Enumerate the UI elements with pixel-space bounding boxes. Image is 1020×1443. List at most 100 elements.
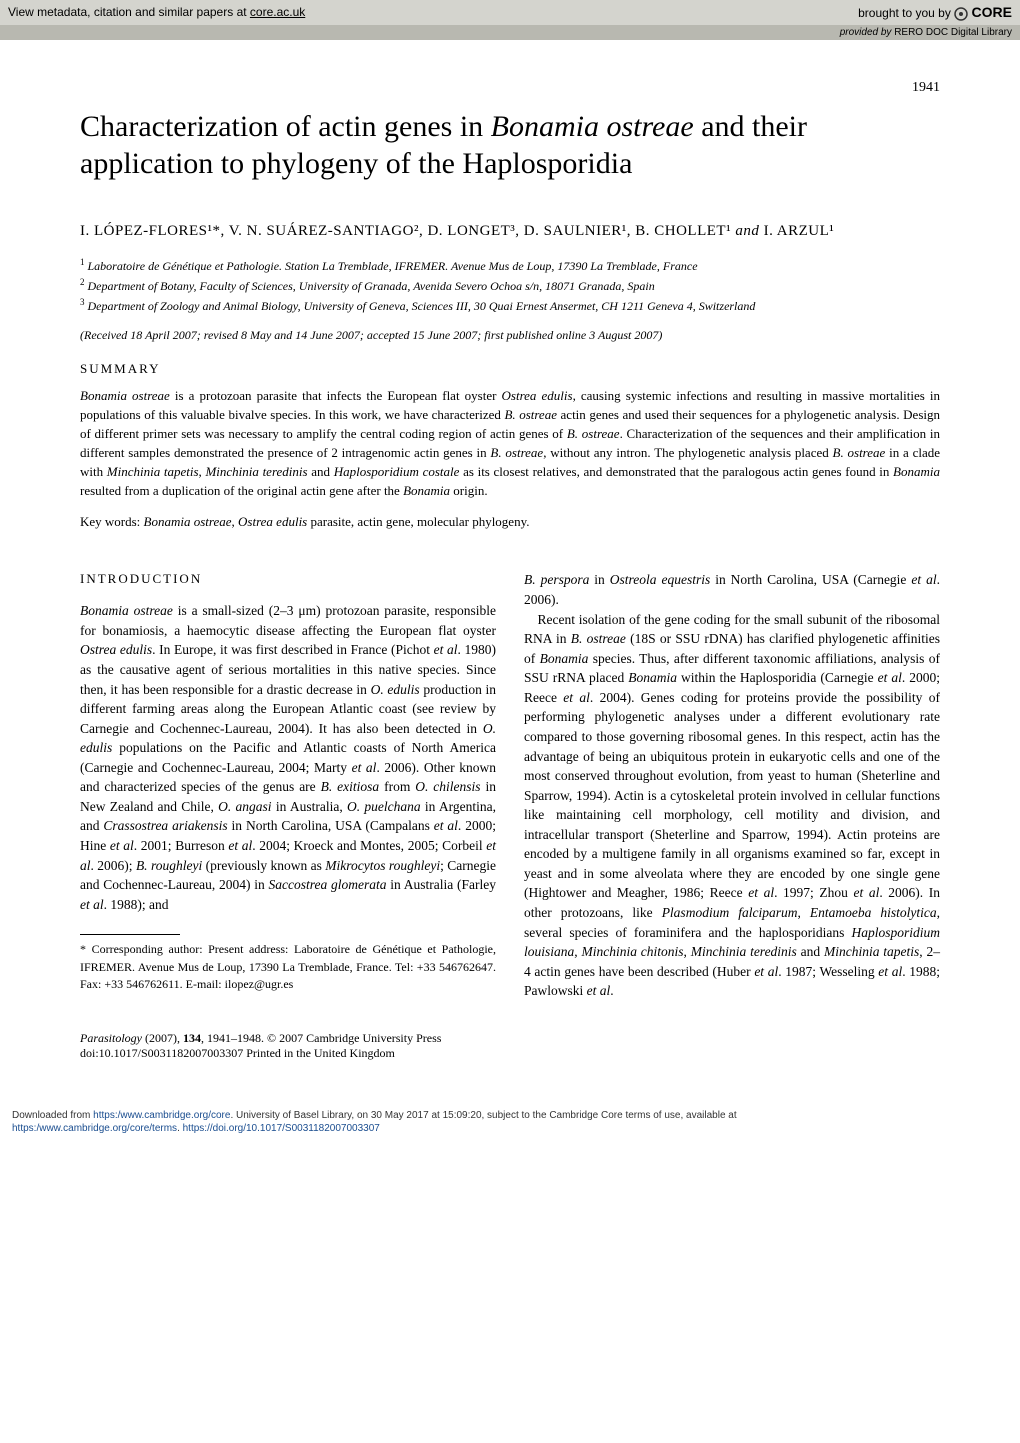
c2p2r: Entamoeba histolytica (810, 905, 937, 920)
c1g: O. edulis (371, 682, 420, 697)
c2p2v: Minchinia chitonis (581, 944, 683, 959)
c2p2g: within the Haplosporidia (Carnegie (677, 670, 878, 685)
c2p2n: et al (853, 885, 879, 900)
kw-c: Ostrea edulis (238, 514, 307, 529)
column-right: B. perspora in Ostreola equestris in Nor… (524, 570, 940, 1000)
jrn-d: , 1941–1948. © 2007 Cambridge University… (201, 1031, 441, 1045)
c2p2z: Minchinia tapetis (824, 944, 919, 959)
c2p2x: Minchinia teredinis (691, 944, 797, 959)
brought-by-text: brought to you by (858, 6, 954, 20)
banner-right: brought to you by CORE (858, 4, 1012, 21)
c1k: et al (352, 760, 377, 775)
provider-prefix: provided by (840, 27, 894, 38)
cambridge-core-link[interactable]: https:/www.cambridge.org/core (93, 1110, 230, 1121)
c1ag: Mikrocytos roughleyi (325, 858, 440, 873)
affil3-text: Department of Zoology and Animal Biology… (85, 299, 756, 313)
col1-para: Bonamia ostreae is a small-sized (2–3 μm… (80, 601, 496, 914)
c1ad: . 2006); (91, 858, 136, 873)
c2p2f: Bonamia (628, 670, 677, 685)
c1aa: et al (228, 838, 252, 853)
title-species: Bonamia ostreae (491, 110, 694, 143)
s1a: Bonamia ostreae (80, 388, 170, 403)
download-footer: Downloaded from https:/www.cambridge.org… (0, 1101, 1020, 1143)
c2p2b: B. ostreae (571, 631, 626, 646)
kw-label: Key words: (80, 514, 144, 529)
s1u: Bonamia (403, 483, 450, 498)
affil2-text: Department of Botany, Faculty of Science… (85, 279, 655, 293)
c2p2j: et al (563, 690, 590, 705)
cambridge-terms-link[interactable]: https:/www.cambridge.org/core/terms (12, 1123, 177, 1134)
c1d: . In Europe, it was first described in F… (152, 642, 433, 657)
core-link[interactable]: core.ac.uk (250, 5, 305, 19)
s1t: resulted from a duplication of the origi… (80, 483, 403, 498)
c2p2l: et al (748, 885, 774, 900)
c2p2ad: et al (878, 964, 902, 979)
c1s: O. puelchana (347, 799, 421, 814)
authors-and: and (735, 223, 759, 239)
s1m: Minchinia tapetis (107, 464, 199, 479)
s1i: B. ostreae (490, 445, 543, 460)
c2p2p: Plasmodium falciparum (662, 905, 798, 920)
s1r: as its closest relatives, and demonstrat… (459, 464, 893, 479)
c1v: in North Carolina, USA (Campalans (228, 818, 434, 833)
s1p: and (308, 464, 334, 479)
jrn-b: (2007), (142, 1031, 183, 1045)
c2p2k: . 2004). Genes coding for proteins provi… (524, 690, 940, 901)
affiliation-3: 3 Department of Zoology and Animal Biolo… (80, 296, 940, 314)
affiliation-1: 1 Laboratoire de Génétique et Pathologie… (80, 256, 940, 274)
c1c: Ostrea edulis (80, 642, 152, 657)
c1w: et al (434, 818, 458, 833)
c2d: in North Carolina, USA (Carnegie (710, 572, 911, 587)
core-banner: View metadata, citation and similar pape… (0, 0, 1020, 25)
provider-bar: provided by RERO DOC Digital Library (0, 25, 1020, 40)
kw-d: parasite, actin gene, molecular phylogen… (307, 514, 529, 529)
c1z: . 2001; Burreson (134, 838, 229, 853)
s1k: B. ostreae (833, 445, 886, 460)
jrn-a: Parasitology (80, 1031, 142, 1045)
c2p2ab: et al (754, 964, 778, 979)
c2p2w: , (684, 944, 691, 959)
column-left: INTRODUCTION Bonamia ostreae is a small-… (80, 570, 496, 1000)
footnote-text: * Corresponding author: Present address:… (80, 942, 496, 991)
s1b: is a protozoan parasite that infects the… (170, 388, 502, 403)
s1q: Haplosporidium costale (334, 464, 460, 479)
provider-name: RERO DOC Digital Library (894, 27, 1012, 38)
s1g: B. ostreae (567, 426, 620, 441)
c2p2ag: . (610, 983, 613, 998)
body-columns: INTRODUCTION Bonamia ostreae is a small-… (80, 570, 940, 1000)
banner-left-text: View metadata, citation and similar pape… (8, 5, 250, 19)
c2p2af: et al (587, 983, 611, 998)
banner-left: View metadata, citation and similar pape… (8, 5, 305, 19)
c2e: et al (911, 572, 936, 587)
page-number: 1941 (80, 80, 940, 96)
s1s: Bonamia (893, 464, 940, 479)
footnote-rule (80, 934, 180, 935)
keywords: Key words: Bonamia ostreae, Ostrea eduli… (80, 514, 940, 530)
page-content: 1941 Characterization of actin genes in … (0, 40, 1020, 1101)
core-logo-icon (954, 6, 971, 20)
c2p2d: Bonamia (540, 651, 589, 666)
c2c: Ostreola equestris (610, 572, 710, 587)
c1al: . 1988); and (104, 897, 169, 912)
c1m: B. exitiosa (321, 779, 380, 794)
c1o: O. chilensis (415, 779, 480, 794)
title-part-a: Characterization of actin genes in (80, 110, 491, 143)
intro-heading: INTRODUCTION (80, 570, 496, 589)
col2-para1: B. perspora in Ostreola equestris in Nor… (524, 570, 940, 609)
c1aj: in Australia (Farley (387, 877, 496, 892)
c1y: et al (110, 838, 134, 853)
summary-text: Bonamia ostreae is a protozoan parasite … (80, 387, 940, 500)
c1q: O. angasi (218, 799, 271, 814)
authors-list: I. LÓPEZ-FLORES¹*, V. N. SUÁREZ-SANTIAGO… (80, 223, 735, 239)
s1o: Minchinia teredinis (205, 464, 307, 479)
c1af: (previously known as (202, 858, 325, 873)
authors-last: I. ARZUL¹ (759, 223, 834, 239)
authors: I. LÓPEZ-FLORES¹*, V. N. SUÁREZ-SANTIAGO… (80, 223, 940, 240)
c2p2m: . 1997; Zhou (774, 885, 853, 900)
c1r: in Australia, (272, 799, 347, 814)
jrn-c: 134 (183, 1031, 201, 1045)
corresponding-footnote: * Corresponding author: Present address:… (80, 934, 496, 993)
article-title: Characterization of actin genes in Bonam… (80, 108, 940, 183)
c2p2y: and (797, 944, 824, 959)
doi-link[interactable]: https://doi.org/10.1017/S003118200700330… (183, 1123, 380, 1134)
